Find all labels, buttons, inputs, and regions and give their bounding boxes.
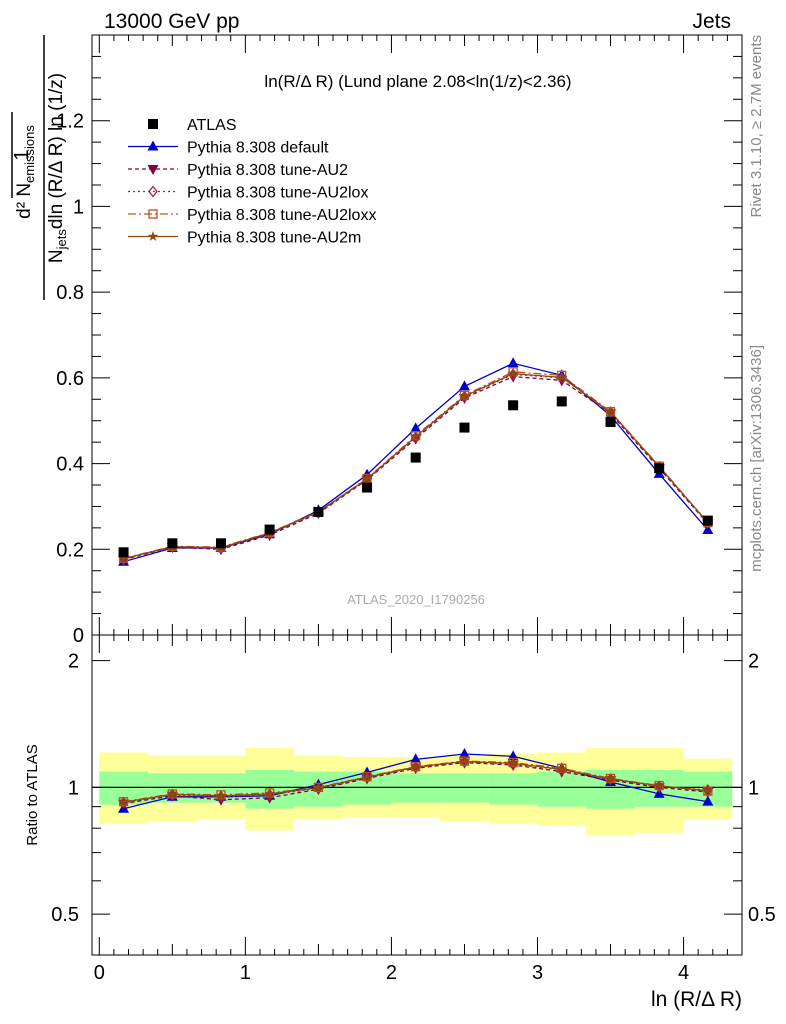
legend: ATLAS Pythia 8.308 default Pythia 8.308 tu… bbox=[128, 117, 376, 247]
ratio-point-au2m bbox=[118, 796, 129, 807]
main-point-atlas bbox=[459, 422, 470, 433]
main-point-atlas bbox=[118, 547, 129, 558]
ratio-y-tick-label: 2 bbox=[68, 651, 79, 673]
x-tick-label: 4 bbox=[678, 962, 689, 984]
main-point-default bbox=[458, 380, 470, 391]
main-point-au2loxx bbox=[508, 367, 518, 377]
main-y-tick-label: 0.2 bbox=[56, 539, 84, 561]
x-tick-label: 2 bbox=[386, 962, 397, 984]
legend-label-au2: Pythia 8.308 tune-AU2 bbox=[187, 162, 348, 179]
ratio-point-au2m bbox=[556, 763, 567, 774]
legend-marker-au2m bbox=[147, 231, 159, 241]
x-axis-label: ln (R/Δ R) bbox=[651, 988, 742, 1011]
main-point-default bbox=[507, 357, 519, 368]
x-tick-label: 3 bbox=[532, 962, 543, 984]
ratio-plot: 0.5 0.5 1 1 2 2 0 1 2 3 4 bbox=[51, 634, 776, 984]
header-jets-label: Jets bbox=[692, 10, 731, 33]
main-point-au2m bbox=[556, 371, 567, 382]
ratio-point-au2m bbox=[361, 771, 373, 782]
ratio-point-au2m bbox=[605, 773, 616, 784]
legend-label-atlas: ATLAS bbox=[187, 117, 237, 134]
ratio-y-tick-label-right: 1 bbox=[748, 777, 759, 799]
main-point-au2m bbox=[605, 406, 616, 417]
x-tick-label: 0 bbox=[94, 962, 105, 984]
svg-text:d² Nemissions: d² Nemissions bbox=[14, 125, 37, 219]
legend-marker-default bbox=[147, 140, 159, 151]
legend-marker-au2lox bbox=[148, 185, 158, 198]
main-point-atlas bbox=[167, 538, 178, 549]
ratio-y-tick-label: 0.5 bbox=[51, 904, 79, 926]
main-y-tick-label: 1.2 bbox=[56, 111, 84, 133]
legend-label-au2loxx: Pythia 8.308 tune-AU2loxx bbox=[187, 207, 376, 224]
main-y-axis-label: 1 bbox=[11, 149, 33, 160]
ratio-point-au2m bbox=[410, 761, 421, 772]
main-point-atlas bbox=[556, 396, 567, 407]
main-series-line-au2lox bbox=[123, 373, 709, 560]
main-y-tick-label: 0.4 bbox=[56, 454, 84, 476]
legend-marker-au2loxx bbox=[148, 209, 158, 219]
ratio-point-default bbox=[702, 795, 714, 806]
main-point-au2m bbox=[361, 473, 373, 484]
main-point-default bbox=[410, 422, 422, 433]
ratio-point-au2m bbox=[264, 788, 275, 799]
ratio-point-au2m bbox=[215, 790, 227, 801]
legend-label-au2lox: Pythia 8.308 tune-AU2lox bbox=[187, 185, 368, 202]
main-plot: 0 0.2 0.4 0.6 0.8 1 1.2 bbox=[56, 34, 743, 647]
main-series-line-au2 bbox=[123, 375, 709, 561]
main-point-atlas bbox=[264, 524, 275, 535]
ratio-point-au2m bbox=[167, 788, 178, 799]
main-point-au2m bbox=[118, 553, 129, 564]
y-label-numerator: d² N bbox=[14, 183, 35, 219]
legend-marker-atlas bbox=[148, 119, 158, 129]
header-energy-label: 13000 GeV pp bbox=[104, 10, 239, 33]
ratio-point-default bbox=[507, 750, 519, 761]
legend-marker-au2 bbox=[147, 165, 159, 175]
main-point-atlas bbox=[508, 400, 519, 411]
main-point-atlas bbox=[654, 463, 665, 474]
x-tick-label: 1 bbox=[240, 962, 251, 984]
ratio-point-au2m bbox=[653, 780, 665, 791]
main-plot-title: ln(R/Δ R) (Lund plane 2.08<ln(1/z)<2.36) bbox=[264, 72, 571, 91]
ratio-point-au2m bbox=[507, 757, 519, 768]
svg-text:Njetsdln (R/Δ R) ln (1/z): Njetsdln (R/Δ R) ln (1/z) bbox=[46, 73, 69, 263]
main-point-atlas bbox=[410, 452, 421, 463]
ratio-frame bbox=[91, 634, 743, 956]
ratio-point-default bbox=[410, 753, 422, 764]
main-point-atlas bbox=[702, 515, 713, 526]
analysis-watermark: ATLAS_2020_I1790256 bbox=[347, 592, 485, 607]
main-point-au2m bbox=[410, 431, 421, 441]
ratio-point-au2m bbox=[459, 756, 470, 766]
ratio-point-au2m bbox=[702, 785, 714, 796]
main-point-au2m bbox=[507, 368, 519, 378]
rivet-version-label: Rivet 3.1.10, ≥ 2.7M events bbox=[748, 35, 765, 218]
main-point-atlas bbox=[313, 507, 324, 517]
main-point-atlas bbox=[362, 482, 373, 493]
legend-label-default: Pythia 8.308 default bbox=[187, 140, 329, 157]
main-point-atlas bbox=[605, 417, 616, 427]
mcplots-label: mcplots.cern.ch [arXiv:1306.3436] bbox=[748, 345, 765, 572]
ratio-y-tick-label: 1 bbox=[68, 777, 79, 799]
ratio-y-tick-label-right: 0.5 bbox=[748, 904, 776, 926]
main-point-au2m bbox=[459, 390, 470, 401]
main-y-tick-label: 1 bbox=[73, 196, 84, 218]
main-series-line-au2loxx bbox=[123, 371, 709, 559]
ratio-y-axis-label: Ratio to ATLAS bbox=[24, 744, 41, 845]
main-series-line-au2m bbox=[123, 372, 709, 560]
ratio-y-tick-label-right: 2 bbox=[748, 651, 759, 673]
main-point-atlas bbox=[215, 538, 226, 549]
ratio-point-au2m bbox=[313, 782, 324, 793]
main-y-axis-label-fraction: d² Nemissions Njetsdln (R/Δ R) ln (1/z) bbox=[11, 35, 69, 300]
main-y-tick-label: 0.8 bbox=[56, 282, 84, 304]
ratio-point-default bbox=[361, 766, 373, 777]
main-y-tick-label: 0.6 bbox=[56, 368, 84, 390]
main-y-tick-label: 0 bbox=[73, 625, 84, 647]
ratio-band-inner bbox=[488, 773, 538, 805]
ratio-point-default bbox=[458, 748, 470, 759]
legend-label-au2m: Pythia 8.308 tune-AU2m bbox=[187, 230, 361, 247]
